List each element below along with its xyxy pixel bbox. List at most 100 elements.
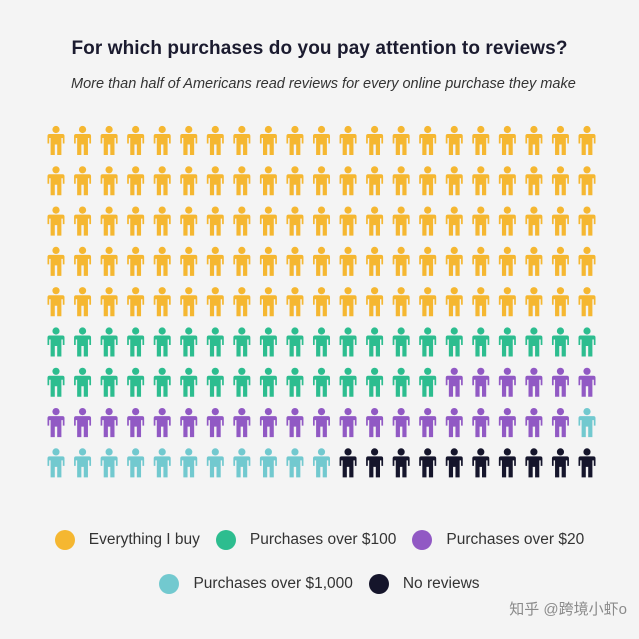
person-icon (127, 287, 145, 317)
person-icon (392, 287, 410, 317)
person-icon (419, 327, 437, 357)
person-icon (206, 367, 224, 397)
person-icon (47, 367, 65, 397)
person-icon (313, 327, 330, 357)
person-icon (551, 246, 569, 276)
person-icon (498, 367, 516, 397)
person-icon (100, 448, 118, 478)
person-icon (127, 166, 145, 196)
legend-item: Everything I buy (54, 530, 200, 550)
person-icon (472, 367, 490, 397)
person-icon (47, 166, 65, 196)
person-icon (286, 125, 304, 155)
person-icon (180, 448, 198, 478)
legend-label: Purchases over $100 (249, 531, 397, 548)
person-icon (233, 408, 251, 438)
legend-item: Purchases over $20 (412, 530, 584, 550)
person-icon (286, 408, 304, 438)
person-icon (578, 166, 596, 196)
pictogram-grid (47, 125, 596, 478)
person-icon (259, 448, 277, 478)
person-icon (392, 327, 410, 357)
person-icon (498, 125, 516, 155)
person-icon (233, 327, 251, 357)
person-icon (153, 206, 171, 236)
person-icon (498, 287, 516, 317)
person-icon (180, 327, 198, 357)
person-icon (392, 448, 410, 478)
person-icon (127, 125, 145, 155)
person-icon (100, 367, 118, 397)
person-icon (472, 246, 490, 276)
person-icon (286, 287, 304, 317)
person-icon (525, 448, 543, 478)
person-icon (313, 408, 330, 438)
person-icon (525, 125, 543, 155)
person-icon (153, 287, 171, 317)
person-icon (578, 206, 596, 236)
watermark: 知乎 @跨境小虾o (509, 601, 627, 618)
person-icon (127, 327, 145, 357)
person-icon (47, 287, 65, 317)
person-icon (445, 166, 463, 196)
person-icon (419, 125, 437, 155)
person-icon (472, 206, 490, 236)
person-icon (525, 287, 543, 317)
person-icon (472, 125, 490, 155)
person-icon (551, 408, 569, 438)
legend-label: Everything I buy (88, 531, 200, 548)
person-icon (259, 408, 277, 438)
person-icon (445, 125, 463, 155)
person-icon (233, 166, 251, 196)
person-icon (525, 246, 543, 276)
person-icon (206, 327, 224, 357)
chart-title: For which purchases do you pay attention… (71, 38, 568, 59)
person-icon (47, 206, 65, 236)
person-icon (578, 287, 596, 317)
person-icon (445, 408, 463, 438)
person-icon (47, 448, 65, 478)
person-icon (74, 448, 92, 478)
person-icon (551, 287, 569, 317)
person-icon (47, 246, 65, 276)
person-icon (206, 287, 224, 317)
person-icon (233, 287, 251, 317)
person-icon (578, 246, 596, 276)
person-icon (259, 125, 277, 155)
person-icon (472, 287, 490, 317)
person-icon (206, 206, 224, 236)
person-icon (366, 327, 384, 357)
person-icon (498, 448, 516, 478)
person-icon (525, 327, 543, 357)
person-icon (313, 166, 330, 196)
legend-label: Purchases over $20 (446, 531, 585, 548)
person-icon (366, 367, 384, 397)
person-icon (180, 206, 198, 236)
person-icon (259, 287, 277, 317)
person-icon (498, 246, 516, 276)
person-icon (472, 166, 490, 196)
person-icon (259, 206, 277, 236)
person-icon (233, 206, 251, 236)
legend-item: Purchases over $1,000 (159, 574, 353, 594)
person-icon (47, 125, 65, 155)
person-icon (153, 408, 171, 438)
person-icon (100, 125, 118, 155)
person-icon (127, 206, 145, 236)
person-icon (286, 448, 304, 478)
person-icon (419, 408, 437, 438)
person-icon (419, 287, 437, 317)
person-icon (206, 448, 224, 478)
legend-swatch (412, 530, 433, 550)
person-icon (339, 408, 357, 438)
person-icon (551, 327, 569, 357)
person-icon (525, 166, 543, 196)
person-icon (127, 408, 145, 438)
person-icon (578, 367, 596, 397)
person-icon (419, 206, 437, 236)
person-icon (100, 287, 118, 317)
person-icon (366, 166, 384, 196)
person-icon (551, 125, 569, 155)
person-icon (578, 408, 596, 438)
person-icon (74, 125, 92, 155)
